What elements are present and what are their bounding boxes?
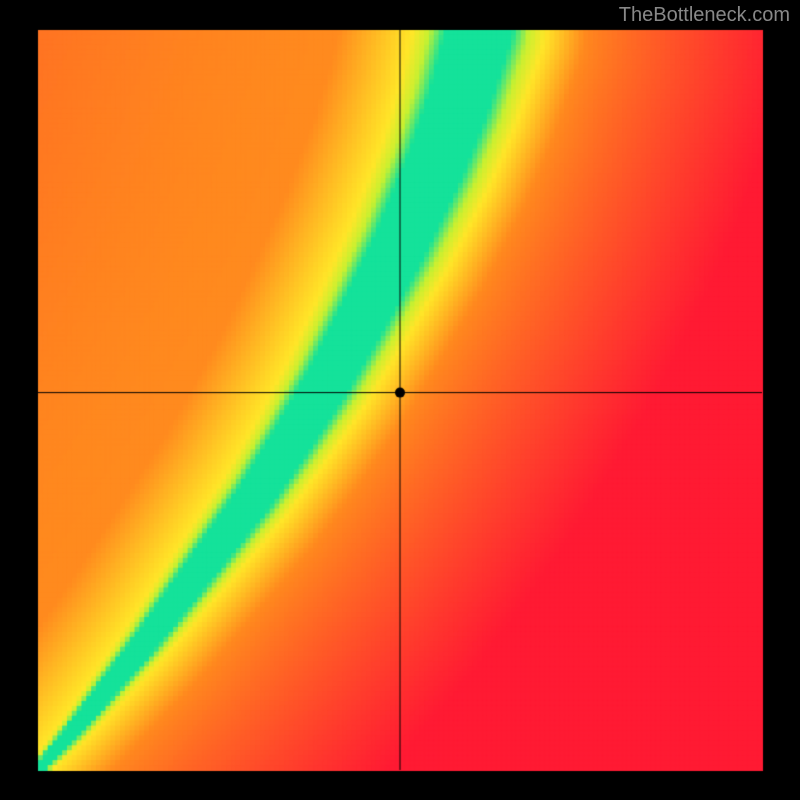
watermark-text: TheBottleneck.com (619, 4, 790, 27)
heatmap-canvas (0, 0, 800, 800)
